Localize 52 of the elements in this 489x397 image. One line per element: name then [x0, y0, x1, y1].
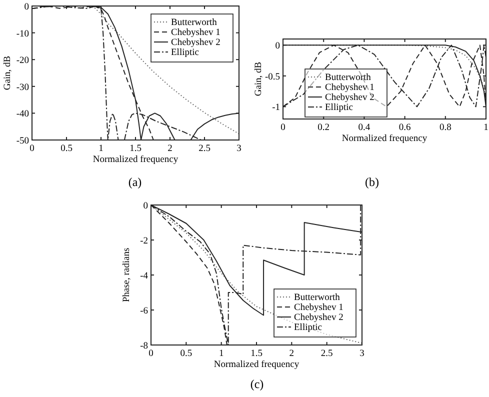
y-tick-label: -6	[140, 306, 148, 316]
legend-label: Chebyshev 1	[325, 83, 375, 93]
y-tick-label: -2	[140, 236, 148, 246]
x-tick-label: 1	[218, 349, 224, 359]
x-tick-label: 0.6	[398, 123, 411, 133]
x-axis-title: Normalized frequency	[92, 155, 178, 165]
x-tick-label: 0.4	[358, 123, 370, 133]
x-tick-label: 0.8	[439, 123, 452, 133]
legend-label: Butterworth	[294, 293, 340, 303]
y-axis-title: Phase, radians	[122, 248, 132, 302]
x-tick-label: 3	[360, 349, 365, 359]
text: (a)	[128, 175, 142, 189]
y-tick-label: -4	[140, 272, 148, 282]
legend-label: Butterworth	[171, 18, 218, 28]
text: (b)	[365, 175, 379, 189]
x-tick-label: 0.5	[60, 144, 73, 154]
x-tick-label: 1.5	[250, 349, 263, 359]
x-tick-label: 1	[484, 123, 489, 133]
x-tick-label: 2.5	[198, 144, 211, 154]
y-tick-label: -1	[272, 103, 280, 114]
x-tick-label: 0.5	[180, 349, 192, 359]
y-tick-label: 0	[24, 2, 30, 12]
x-tick-label: 3	[236, 144, 242, 154]
x-axis-title: Normalized frequency	[342, 134, 428, 144]
legend-label: Chebyshev 1	[171, 28, 221, 38]
y-tick-label: -8	[140, 342, 148, 352]
legend-label: Elliptic	[294, 323, 322, 333]
y-tick-label: -30	[16, 82, 30, 93]
legend-label: Chebyshev 2	[171, 38, 221, 48]
legend-label: Elliptic	[325, 103, 353, 113]
legend-label: Chebyshev 1	[294, 303, 344, 313]
x-tick-label: 2	[289, 349, 294, 359]
y-tick-label: -50	[16, 136, 30, 146]
x-tick-label: 1	[98, 144, 104, 154]
legend-label: Chebyshev 2	[325, 93, 375, 103]
y-tick-label: -0.5	[264, 72, 280, 82]
y-tick-label: -10	[16, 29, 30, 40]
x-tick-label: 2.5	[320, 349, 334, 359]
y-axis-title: Gain, dB	[254, 62, 264, 96]
legend-label: Butterworth	[325, 73, 372, 83]
text: (c)	[250, 377, 264, 391]
y-tick-label: -20	[16, 56, 30, 66]
legend-label: Elliptic	[171, 48, 199, 58]
y-axis-title: Gain, dB	[3, 56, 13, 90]
x-tick-label: 1.5	[130, 144, 142, 154]
x-tick-label: 0.2	[318, 123, 330, 133]
legend-label: Chebyshev 2	[294, 313, 344, 323]
y-tick-label: 0	[275, 42, 280, 52]
x-axis-title: Normalized frequency	[214, 360, 300, 370]
y-tick-label: 0	[143, 202, 148, 212]
y-tick-label: -40	[16, 110, 30, 120]
x-tick-label: 2	[168, 144, 173, 154]
